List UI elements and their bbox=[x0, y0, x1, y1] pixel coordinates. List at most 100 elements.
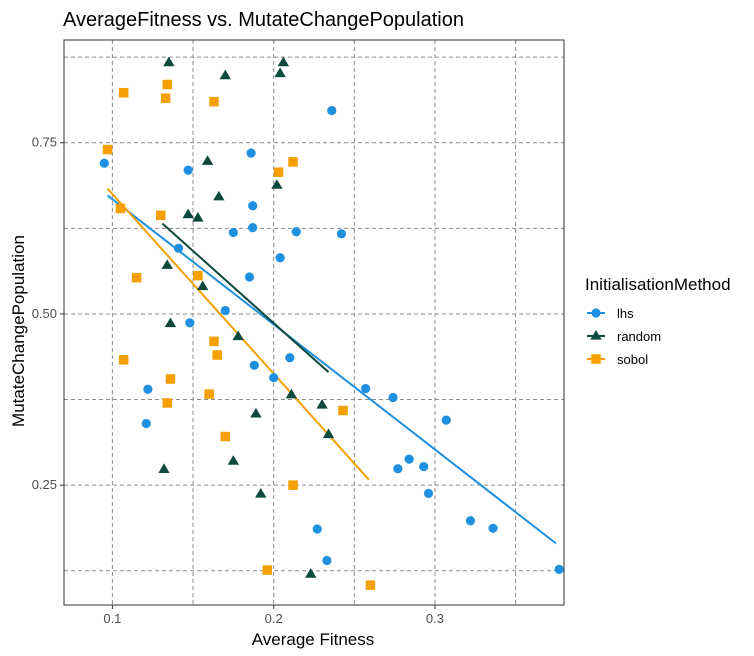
point-lhs bbox=[465, 516, 476, 526]
x-tick-label: 0.1 bbox=[103, 611, 121, 626]
point-random bbox=[316, 399, 328, 409]
point-sobol bbox=[131, 272, 142, 283]
point-lhs bbox=[275, 253, 285, 263]
chart-title: AverageFitness vs. MutateChangePopulatio… bbox=[63, 9, 464, 31]
trend-line-lhs bbox=[106, 194, 557, 545]
legend-key-lhs bbox=[591, 308, 601, 318]
point-lhs bbox=[269, 373, 279, 383]
point-sobol bbox=[115, 203, 126, 214]
point-random bbox=[161, 259, 173, 269]
point-sobol bbox=[156, 210, 166, 221]
point-sobol bbox=[212, 350, 222, 360]
point-sobol bbox=[209, 336, 219, 347]
point-lhs bbox=[291, 227, 301, 237]
legend-items: lhs random sobol bbox=[587, 306, 661, 367]
point-lhs bbox=[322, 555, 332, 566]
x-axis-title: Average Fitness bbox=[252, 630, 375, 649]
legend-label-sobol: sobol bbox=[617, 352, 648, 367]
point-sobol bbox=[118, 87, 129, 98]
point-lhs bbox=[249, 360, 259, 370]
y-tick-label: 0.25 bbox=[32, 477, 57, 492]
point-random bbox=[219, 69, 231, 80]
point-random bbox=[213, 190, 225, 201]
legend-key-random bbox=[590, 330, 602, 340]
point-sobol bbox=[288, 480, 298, 490]
point-random bbox=[285, 388, 298, 399]
point-sobol bbox=[165, 374, 176, 384]
point-lhs bbox=[327, 105, 337, 116]
point-sobol bbox=[338, 405, 348, 416]
legend-label-random: random bbox=[617, 329, 661, 344]
point-random bbox=[274, 67, 286, 78]
point-sobol bbox=[118, 355, 129, 365]
trend-line-random bbox=[161, 222, 330, 373]
point-lhs bbox=[404, 454, 414, 464]
point-lhs bbox=[143, 384, 153, 394]
point-lhs bbox=[228, 227, 238, 238]
point-random bbox=[232, 330, 244, 341]
point-lhs bbox=[246, 148, 256, 158]
point-sobol bbox=[365, 580, 376, 590]
data-points bbox=[99, 56, 564, 590]
point-lhs bbox=[419, 462, 429, 472]
point-sobol bbox=[288, 157, 298, 167]
point-sobol bbox=[273, 167, 284, 177]
point-lhs bbox=[423, 488, 434, 498]
point-lhs bbox=[141, 418, 151, 429]
point-sobol bbox=[204, 389, 214, 399]
point-random bbox=[182, 208, 194, 219]
point-lhs bbox=[220, 305, 230, 316]
point-lhs bbox=[183, 165, 193, 175]
point-lhs bbox=[248, 223, 258, 233]
point-lhs bbox=[336, 229, 347, 239]
point-sobol bbox=[162, 398, 172, 408]
y-tick-label: 0.75 bbox=[32, 135, 57, 150]
y-axis-ticks: 0.25 0.50 0.75 bbox=[32, 135, 64, 492]
point-random bbox=[322, 428, 335, 439]
point-lhs bbox=[244, 272, 255, 282]
x-axis-ticks: 0.1 0.2 0.3 bbox=[103, 605, 444, 626]
point-random bbox=[158, 463, 170, 473]
point-sobol bbox=[162, 79, 172, 90]
y-axis-title: MutateChangePopulation bbox=[9, 235, 28, 427]
point-lhs bbox=[99, 158, 109, 168]
legend-label-lhs: lhs bbox=[617, 306, 634, 321]
point-sobol bbox=[209, 96, 219, 107]
point-random bbox=[163, 56, 175, 67]
point-random bbox=[255, 488, 267, 498]
point-lhs bbox=[488, 523, 498, 533]
legend: InitialisationMethod lhs random sobol bbox=[585, 275, 731, 367]
point-sobol bbox=[262, 565, 272, 575]
point-lhs bbox=[285, 353, 295, 363]
point-random bbox=[201, 155, 214, 165]
point-lhs bbox=[185, 318, 195, 328]
point-sobol bbox=[193, 270, 203, 281]
legend-key-sobol bbox=[591, 354, 601, 364]
point-random bbox=[250, 407, 262, 418]
panel-border bbox=[63, 39, 565, 606]
point-lhs bbox=[312, 524, 322, 534]
x-tick-label: 0.3 bbox=[426, 611, 444, 626]
x-tick-label: 0.2 bbox=[265, 611, 283, 626]
point-lhs bbox=[554, 564, 564, 574]
point-lhs bbox=[393, 464, 403, 474]
point-random bbox=[192, 212, 204, 222]
point-lhs bbox=[361, 383, 371, 394]
point-random bbox=[305, 568, 317, 578]
point-random bbox=[271, 179, 283, 189]
grid bbox=[64, 40, 564, 605]
point-random bbox=[197, 280, 209, 291]
y-tick-label: 0.50 bbox=[32, 306, 57, 321]
point-random bbox=[227, 455, 240, 465]
trend-lines bbox=[106, 187, 557, 545]
point-random bbox=[277, 56, 290, 67]
legend-title: InitialisationMethod bbox=[585, 275, 731, 294]
point-lhs bbox=[441, 415, 451, 425]
point-sobol bbox=[160, 93, 171, 103]
point-lhs bbox=[388, 392, 398, 403]
point-lhs bbox=[173, 243, 184, 253]
point-random bbox=[164, 317, 177, 328]
point-sobol bbox=[102, 144, 113, 155]
point-sobol bbox=[220, 431, 231, 442]
